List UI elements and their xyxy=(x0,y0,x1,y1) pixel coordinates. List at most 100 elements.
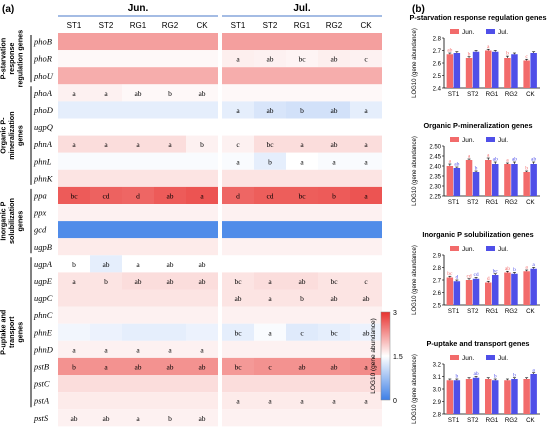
legend-label: Jul. xyxy=(498,246,508,253)
heatmap-cell xyxy=(58,255,90,273)
significance-letter: bc xyxy=(70,191,78,200)
significance-letter: c xyxy=(525,54,528,60)
gene-label: ugpE xyxy=(34,276,53,286)
heatmap-cell xyxy=(286,409,318,427)
heatmap-cell xyxy=(350,255,382,273)
heatmap-cell xyxy=(350,186,382,204)
group-label-line: genes xyxy=(16,125,25,146)
heatmap-cell xyxy=(350,306,382,324)
x-tick-label: CK xyxy=(526,308,535,315)
heatmap-cell xyxy=(154,84,186,102)
heatmap-cell xyxy=(122,238,154,256)
heatmap-cell xyxy=(254,375,286,393)
significance-letter: a xyxy=(268,294,272,303)
panel-label: (b) xyxy=(412,4,425,15)
significance-letter: b xyxy=(72,362,76,371)
heatmap-cell xyxy=(154,392,186,410)
y-axis-label: LOG10 (gene abundance) xyxy=(412,245,418,315)
y-tick-label: 2.40 xyxy=(429,164,441,170)
heatmap-cell xyxy=(318,67,350,85)
heatmap-cell xyxy=(254,152,286,170)
heatmap-cell xyxy=(90,409,122,427)
heatmap-cell xyxy=(350,169,382,187)
heatmap-cell xyxy=(254,33,286,51)
gene-label: phnK xyxy=(33,173,54,183)
heatmap-cell xyxy=(90,272,122,290)
heatmap-cell xyxy=(254,204,286,222)
heatmap-cell xyxy=(286,221,318,239)
column-header: RG2 xyxy=(326,21,343,30)
significance-letter: a xyxy=(104,345,108,354)
gene-label: phoB xyxy=(33,37,52,47)
bar xyxy=(492,380,499,414)
y-tick-label: 3.2 xyxy=(433,362,442,368)
heatmap-cell xyxy=(286,306,318,324)
heatmap-cell xyxy=(254,272,286,290)
x-tick-label: RG2 xyxy=(505,199,518,206)
significance-letter: a xyxy=(200,191,204,200)
heatmap-cell xyxy=(318,135,350,153)
bar xyxy=(511,379,518,414)
significance-letter: a xyxy=(364,397,368,406)
heatmap-cell xyxy=(122,340,154,358)
significance-letter: a xyxy=(532,262,535,268)
group-label-line: transport xyxy=(7,316,16,348)
bar xyxy=(511,273,518,305)
heatmap-cell xyxy=(254,169,286,187)
bar xyxy=(504,164,511,196)
heatmap-cell xyxy=(90,255,122,273)
heatmap-cell xyxy=(90,306,122,324)
heatmap-cell xyxy=(90,186,122,204)
heatmap-cell xyxy=(186,101,218,119)
heatmap-cell xyxy=(58,238,90,256)
gene-label: pstA xyxy=(33,396,50,406)
heatmap-cell xyxy=(154,169,186,187)
group-label-line: Organic P- xyxy=(0,117,8,154)
heatmap-cell xyxy=(122,272,154,290)
significance-letter: a xyxy=(332,397,336,406)
significance-letter: a xyxy=(136,414,140,423)
heatmap-cell xyxy=(186,204,218,222)
bar xyxy=(472,51,480,88)
heatmap-cell xyxy=(350,340,382,358)
significance-letter: c xyxy=(364,55,368,64)
significance-letter: ab xyxy=(70,414,77,423)
heatmap-cell xyxy=(350,289,382,307)
heatmap-cell xyxy=(90,392,122,410)
heatmap-cell xyxy=(286,135,318,153)
heatmap-cell xyxy=(122,306,154,324)
heatmap-cell xyxy=(222,152,254,170)
bar xyxy=(511,164,518,196)
heatmap-cell xyxy=(318,169,350,187)
heatmap-cell xyxy=(58,323,90,341)
heatmap-cell xyxy=(350,67,382,85)
significance-letter: d xyxy=(236,191,240,200)
heatmap-cell xyxy=(222,221,254,239)
heatmap-cell xyxy=(222,101,254,119)
heatmap-cell xyxy=(350,323,382,341)
y-tick-label: 2.8 xyxy=(433,36,442,42)
bar xyxy=(504,272,511,305)
significance-letter: a xyxy=(487,153,490,159)
heatmap-cell xyxy=(154,306,186,324)
significance-letter: a xyxy=(364,106,368,115)
colorbar-tick: 0 xyxy=(393,398,397,405)
significance-letter: a xyxy=(168,345,172,354)
y-tick-label: 2.5 xyxy=(433,74,442,80)
significance-letter: ab xyxy=(134,89,141,98)
heatmap-cell xyxy=(318,204,350,222)
heatmap-cell xyxy=(186,152,218,170)
heatmap-cell xyxy=(318,84,350,102)
x-tick-label: RG1 xyxy=(486,308,499,315)
significance-letter: ab xyxy=(531,157,536,163)
significance-letter: ab xyxy=(134,362,141,371)
gene-label: phoA xyxy=(33,88,53,98)
significance-letter: ab xyxy=(362,294,369,303)
heatmap-cell xyxy=(254,238,286,256)
heatmap-cell xyxy=(254,409,286,427)
chart-title: P-starvation response regulation genes xyxy=(409,13,546,22)
heatmap-cell xyxy=(286,33,318,51)
heatmap-cell xyxy=(186,135,218,153)
x-tick-label: RG2 xyxy=(505,417,518,424)
significance-letter: b xyxy=(200,140,204,149)
